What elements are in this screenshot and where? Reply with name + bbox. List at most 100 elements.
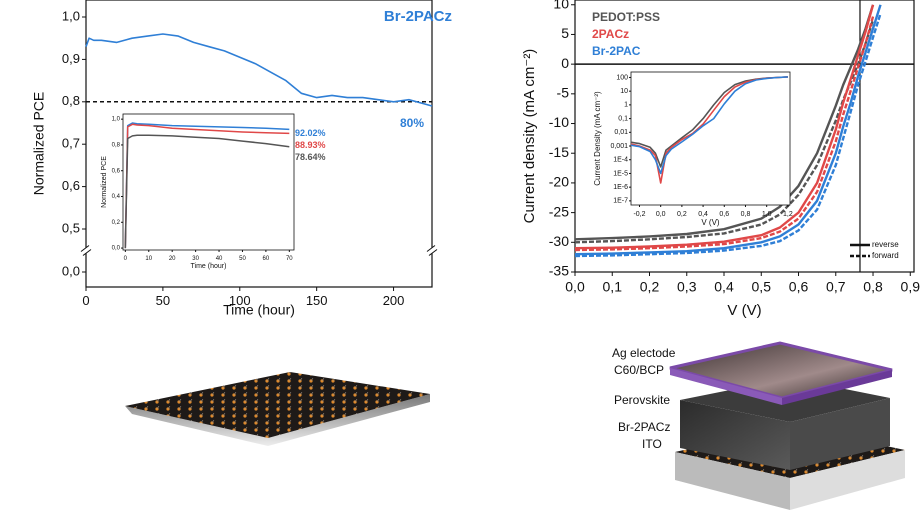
axis-break bbox=[428, 249, 438, 256]
value-label: 92.02% bbox=[295, 128, 326, 138]
device-label: Perovskite bbox=[614, 393, 670, 407]
x-tick-label: 0,1 bbox=[603, 278, 623, 294]
legend-entry: Br-2PACz bbox=[384, 8, 452, 25]
x-axis-label: Time (hour) bbox=[191, 263, 227, 270]
legend-entry: PEDOT:PSS bbox=[592, 10, 660, 24]
y-tick-label: 0,001 bbox=[610, 143, 628, 150]
y-tick-label: 0,1 bbox=[618, 115, 628, 122]
x-tick-label: 0 bbox=[82, 293, 89, 308]
x-tick-label: 0,9 bbox=[901, 278, 921, 294]
y-tick-label: 1,0 bbox=[62, 8, 80, 23]
x-tick-label: 100 bbox=[229, 293, 251, 308]
x-axis-label: V (V) bbox=[727, 302, 761, 319]
x-tick-label: 60 bbox=[263, 256, 270, 262]
x-tick-label: 0 bbox=[124, 256, 128, 262]
x-tick-label: 0,4 bbox=[698, 211, 708, 218]
line bbox=[631, 76, 788, 175]
x-tick-label: 20 bbox=[169, 256, 176, 262]
y-tick-label: 0,2 bbox=[112, 220, 121, 226]
plot-frame bbox=[85, 0, 433, 288]
legend-line-label: reverse bbox=[872, 240, 899, 249]
x-tick-label: 0,7 bbox=[826, 278, 846, 294]
x-tick-label: -0,2 bbox=[633, 211, 645, 218]
inset-background bbox=[123, 114, 294, 250]
y-tick-label: -35 bbox=[549, 263, 569, 279]
forward-curve bbox=[575, 16, 875, 252]
x-tick-label: 0,8 bbox=[741, 211, 751, 218]
x-axis-label: V (V) bbox=[701, 218, 720, 227]
y-axis-label: Current density (mA cm⁻²) bbox=[521, 49, 538, 224]
y-tick-label: 10 bbox=[553, 0, 569, 11]
y-tick-label: -10 bbox=[549, 114, 569, 130]
y-tick-label: 0,9 bbox=[62, 51, 80, 66]
x-tick-label: 150 bbox=[306, 293, 328, 308]
y-axis-label: Normalized PCE bbox=[31, 92, 47, 195]
line bbox=[124, 123, 290, 249]
x-axis-label: Time (hour) bbox=[223, 302, 295, 318]
y-tick-label: -30 bbox=[549, 233, 569, 249]
line bbox=[575, 4, 882, 256]
x-tick-label: 0,3 bbox=[677, 278, 697, 294]
line bbox=[575, 4, 875, 250]
y-tick-label: 0,01 bbox=[614, 129, 628, 136]
y-tick-label: -25 bbox=[549, 203, 569, 219]
device-label: Ag electode bbox=[612, 346, 676, 360]
y-tick-label: 0,4 bbox=[112, 194, 121, 200]
x-tick-label: 0,0 bbox=[656, 211, 666, 218]
legend-line-label: forward bbox=[872, 251, 899, 260]
line bbox=[575, 4, 875, 241]
value-label: 88.93% bbox=[295, 140, 326, 150]
y-tick-label: -20 bbox=[549, 174, 569, 190]
y-tick-label: 100 bbox=[616, 74, 628, 81]
series-group bbox=[85, 33, 433, 107]
legend-entry: Br-2PAC bbox=[592, 44, 641, 58]
axis-break bbox=[426, 245, 436, 252]
y-tick-label: 0,8 bbox=[112, 143, 121, 149]
axis-break-gap bbox=[427, 247, 437, 254]
line bbox=[85, 33, 433, 107]
reference-label: 80% bbox=[400, 116, 424, 130]
y-tick-label: 5 bbox=[561, 25, 569, 41]
forward-curve bbox=[575, 13, 882, 258]
device-label: Br-2PACz bbox=[618, 420, 670, 434]
x-tick-label: 200 bbox=[383, 293, 405, 308]
x-tick-label: 50 bbox=[156, 293, 170, 308]
device-label: C60/BCP bbox=[614, 363, 664, 377]
x-tick-label: 1,2 bbox=[783, 211, 793, 218]
y-tick-label: 1E-5 bbox=[613, 170, 628, 177]
y-tick-label: 0 bbox=[561, 55, 569, 71]
y-tick-label: 1 bbox=[624, 102, 628, 109]
x-tick-label: 10 bbox=[145, 256, 152, 262]
legend-entry: 2PACz bbox=[592, 27, 629, 41]
y-tick-label: 0,6 bbox=[112, 168, 121, 174]
plot-frame bbox=[122, 113, 295, 251]
plot-frame bbox=[574, 0, 915, 273]
series-group bbox=[575, 4, 882, 258]
x-tick-label: 0,6 bbox=[789, 278, 809, 294]
x-tick-label: 0,2 bbox=[677, 211, 687, 218]
y-tick-label: 0,6 bbox=[62, 178, 80, 193]
y-tick-label: 0,7 bbox=[62, 136, 80, 151]
x-tick-label: 0,0 bbox=[565, 278, 585, 294]
x-tick-label: 0,5 bbox=[752, 278, 772, 294]
device-stack-illustration bbox=[669, 341, 905, 510]
inset-background bbox=[631, 72, 790, 205]
x-tick-label: 30 bbox=[192, 256, 199, 262]
y-axis-label: Normalized PCE bbox=[101, 156, 108, 208]
line bbox=[124, 122, 290, 249]
y-tick-label: 10 bbox=[620, 88, 628, 95]
x-tick-label: 1,0 bbox=[762, 211, 772, 218]
x-tick-label: 0,2 bbox=[640, 278, 660, 294]
y-tick-label: 1E-4 bbox=[613, 157, 628, 164]
x-tick-label: 0,8 bbox=[863, 278, 883, 294]
y-axis-label: Current Density (mA cm⁻²) bbox=[593, 91, 602, 186]
y-tick-label: 0,0 bbox=[62, 263, 80, 278]
y-tick-label: 1,0 bbox=[112, 117, 121, 123]
x-tick-label: 0,4 bbox=[714, 278, 734, 294]
value-label: 78.64% bbox=[295, 152, 326, 162]
series-group bbox=[631, 76, 788, 184]
axis-break bbox=[82, 249, 92, 256]
y-tick-label: -15 bbox=[549, 144, 569, 160]
y-tick-label: 0,8 bbox=[62, 93, 80, 108]
